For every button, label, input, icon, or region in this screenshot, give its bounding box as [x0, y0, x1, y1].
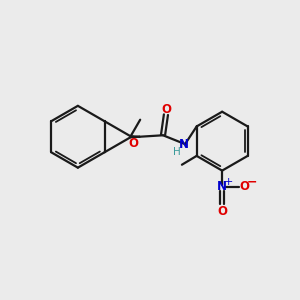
- Text: +: +: [224, 176, 233, 187]
- Text: N: N: [217, 180, 227, 193]
- Text: H: H: [173, 147, 181, 158]
- Text: O: O: [161, 103, 171, 116]
- Text: O: O: [239, 180, 249, 193]
- Text: O: O: [128, 137, 138, 150]
- Text: N: N: [178, 139, 189, 152]
- Text: −: −: [247, 175, 257, 188]
- Text: O: O: [217, 205, 227, 218]
